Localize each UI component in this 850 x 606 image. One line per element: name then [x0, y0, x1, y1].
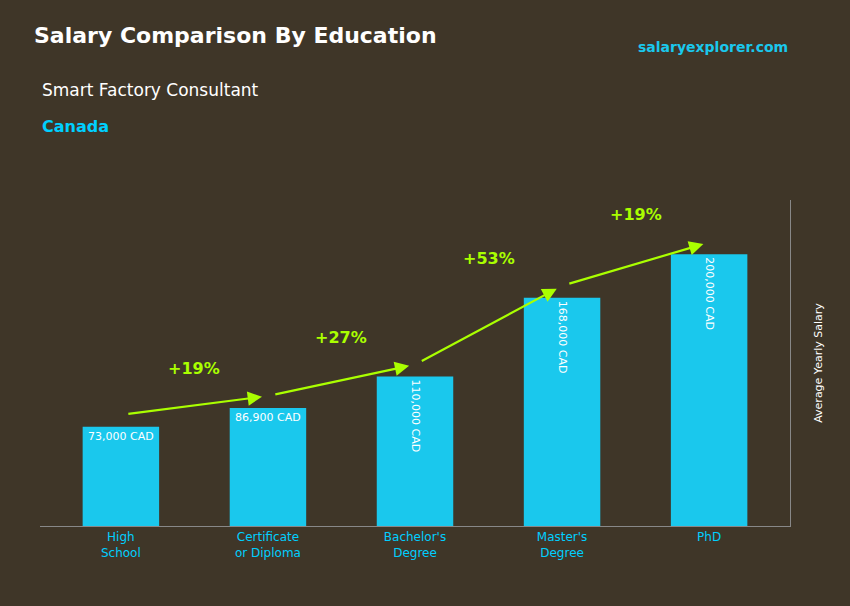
svg-text:73,000 CAD: 73,000 CAD: [88, 430, 154, 443]
svg-text:+19%: +19%: [168, 359, 220, 378]
svg-text:PhD: PhD: [697, 530, 721, 544]
svg-text:+53%: +53%: [463, 249, 515, 268]
svg-text:Smart Factory Consultant: Smart Factory Consultant: [42, 80, 259, 100]
svg-text:Average Yearly Salary: Average Yearly Salary: [812, 303, 825, 423]
svg-text:+19%: +19%: [610, 205, 662, 224]
svg-text:Canada: Canada: [42, 117, 109, 136]
svg-text:86,900 CAD: 86,900 CAD: [235, 411, 301, 424]
svg-text:200,000 CAD: 200,000 CAD: [703, 257, 716, 330]
svg-text:HighSchool: HighSchool: [101, 530, 141, 560]
svg-text:168,000 CAD: 168,000 CAD: [556, 301, 569, 374]
svg-text:+27%: +27%: [315, 328, 367, 347]
svg-text:salaryexplorer.com: salaryexplorer.com: [638, 39, 788, 55]
svg-text:Salary Comparison By Education: Salary Comparison By Education: [34, 23, 437, 48]
svg-text:Certificateor Diploma: Certificateor Diploma: [235, 530, 301, 560]
svg-text:Master'sDegree: Master'sDegree: [537, 530, 588, 560]
svg-text:110,000 CAD: 110,000 CAD: [409, 380, 422, 453]
svg-text:Bachelor'sDegree: Bachelor'sDegree: [384, 530, 446, 560]
